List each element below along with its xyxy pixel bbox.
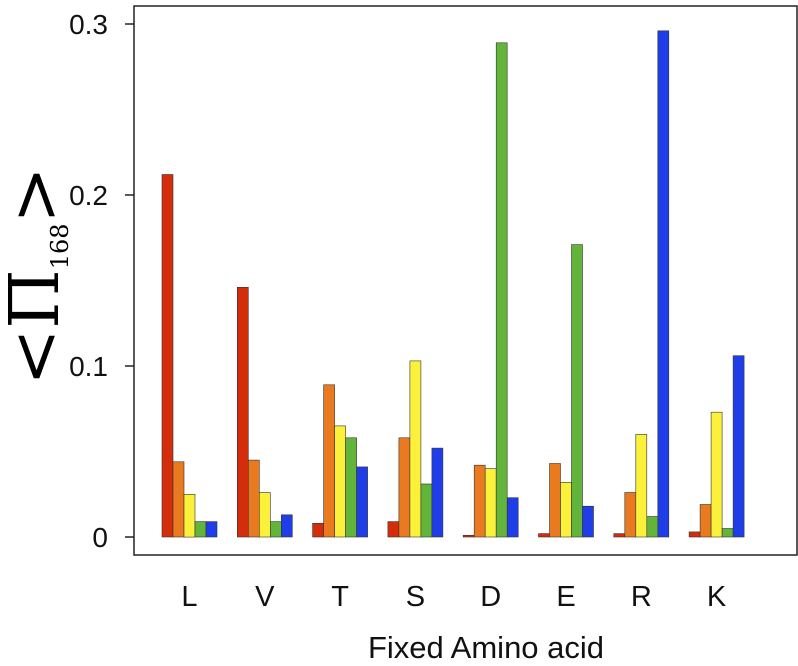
y-axis-label-close: > [0, 166, 75, 223]
x-tick-label-E: E [556, 581, 575, 613]
bar-R-5 [657, 30, 670, 538]
bar-K-5 [732, 355, 745, 538]
plot-frame [133, 5, 798, 556]
bar-E-3 [560, 481, 572, 538]
x-tick-label-L: L [181, 581, 197, 613]
y-tick-label: 0.1 [69, 351, 108, 382]
bar-K-1 [688, 531, 701, 538]
bar-V-2 [248, 459, 260, 538]
bar-D-2 [473, 464, 486, 538]
x-tick-label-D: D [480, 581, 501, 613]
bar-S-5 [431, 447, 444, 538]
y-axis-label: <Π168> [0, 166, 75, 385]
bar-L-3 [183, 493, 196, 538]
bar-L-4 [194, 521, 207, 538]
x-tick-label-S: S [406, 581, 425, 613]
bar-R-3 [635, 434, 648, 538]
y-axis: 0 0.1 0.2 0.3 [69, 9, 134, 553]
bar-K-2 [699, 504, 712, 538]
bar-T-5 [356, 466, 368, 538]
bar-E-5 [582, 505, 594, 538]
bar-V-5 [280, 514, 293, 538]
bar-V-3 [258, 492, 271, 538]
y-axis-label-subscript: 168 [46, 223, 74, 269]
bar-E-1 [538, 533, 550, 538]
bar-T-1 [312, 522, 324, 538]
x-tick-label-K: K [707, 581, 727, 613]
bar-V-1 [237, 286, 249, 538]
bar-L-5 [205, 521, 218, 538]
bar-L-1 [161, 174, 174, 538]
y-tick-label: 0.3 [69, 9, 108, 40]
bar-D-4 [495, 42, 508, 538]
y-tick-label: 0.2 [69, 180, 108, 211]
bar-S-2 [398, 437, 411, 538]
bar-T-3 [334, 425, 346, 538]
bar-E-4 [571, 244, 583, 538]
bar-V-4 [269, 521, 282, 538]
bar-L-2 [172, 461, 185, 538]
y-axis-label-symbol: Π [0, 269, 75, 328]
bar-S-3 [409, 360, 422, 538]
y-axis-label-open: < [0, 329, 75, 386]
bar-T-4 [345, 437, 357, 538]
bars-group [161, 30, 745, 538]
bar-D-3 [484, 468, 497, 538]
bar-S-4 [420, 483, 433, 538]
x-tick-label-V: V [255, 581, 275, 613]
bar-D-5 [506, 497, 519, 538]
bar-D-1 [462, 534, 475, 538]
svg-text:<Π168>: <Π168> [0, 166, 75, 385]
bar-E-2 [549, 463, 561, 538]
x-tick-label-T: T [331, 581, 349, 613]
bar-R-1 [613, 533, 626, 538]
y-tick-label: 0 [92, 522, 108, 553]
x-axis-label: Fixed Amino acid [368, 630, 604, 665]
bar-R-2 [624, 492, 637, 538]
bar-T-2 [323, 384, 335, 538]
bar-K-4 [721, 528, 734, 538]
bar-R-4 [646, 516, 659, 538]
x-tick-label-R: R [631, 581, 652, 613]
bar-S-1 [387, 521, 400, 538]
bar-K-3 [710, 411, 723, 538]
